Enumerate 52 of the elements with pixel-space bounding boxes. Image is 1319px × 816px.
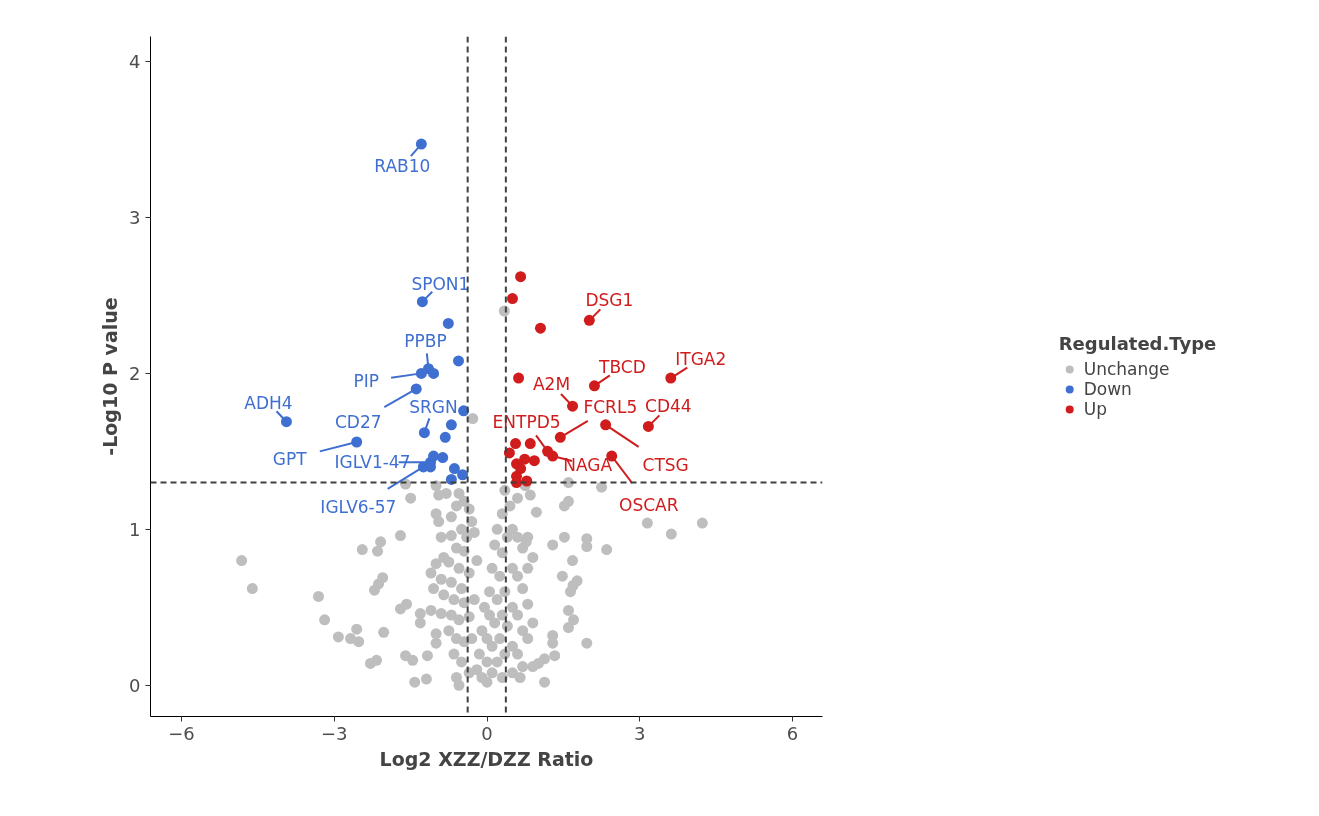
annotation: SPON1 [411, 273, 470, 294]
point [448, 463, 460, 475]
annotation: CTSG [642, 454, 689, 475]
point [510, 438, 522, 450]
point [534, 322, 546, 334]
x-tick-label: 6 [786, 722, 799, 744]
y-tick-label: 3 [129, 206, 141, 228]
point [515, 271, 527, 283]
annotation: IGLV1-47 [334, 452, 411, 473]
annotation: DSG1 [585, 290, 634, 311]
point [528, 455, 540, 467]
point [428, 367, 440, 379]
annotation: SRGN [409, 396, 458, 417]
point [442, 317, 454, 329]
y-tick-label: 4 [129, 50, 141, 72]
x-tick-label: 0 [481, 722, 493, 744]
legend-label: Down [1083, 379, 1132, 399]
point [445, 419, 457, 431]
annotation: CD27 [334, 411, 382, 432]
annotation: ADH4 [244, 392, 293, 413]
point [453, 355, 464, 367]
point [457, 469, 469, 481]
annotation: A2M [532, 374, 571, 395]
annotation: RAB10 [374, 156, 431, 177]
point [506, 293, 518, 305]
legend-title: Regulated.Type [1058, 333, 1217, 354]
annotation: PIP [353, 371, 380, 392]
point [524, 438, 536, 450]
point [437, 452, 449, 464]
x-tick-label: −6 [168, 722, 195, 744]
y-tick-label: 1 [129, 518, 141, 540]
legend-label: Unchange [1083, 359, 1170, 379]
x-tick-label: 3 [634, 722, 646, 744]
x-axis-title: Log2 XZZ/DZZ Ratio [379, 747, 594, 770]
annotation: CD44 [645, 396, 692, 417]
x-tick-label: −3 [321, 722, 348, 744]
y-tick-label: 2 [129, 362, 141, 384]
y-tick-label: 0 [129, 674, 141, 696]
annotation: GPT [272, 449, 308, 469]
annotation: NAGA [563, 455, 613, 476]
annotation: TBCD [598, 356, 646, 377]
annotation: ENTPD5 [492, 412, 561, 433]
annotation: PPBP [404, 330, 447, 351]
legend-label: Up [1083, 399, 1107, 419]
annotation: ITGA2 [675, 349, 727, 370]
annotation: FCRL5 [583, 397, 638, 418]
y-axis-title: -Log10 P value [99, 297, 122, 456]
point [439, 431, 451, 443]
annotation: OSCAR [618, 495, 679, 516]
point [515, 463, 527, 475]
annotation: IGLV6-57 [320, 496, 397, 517]
point [513, 372, 525, 384]
